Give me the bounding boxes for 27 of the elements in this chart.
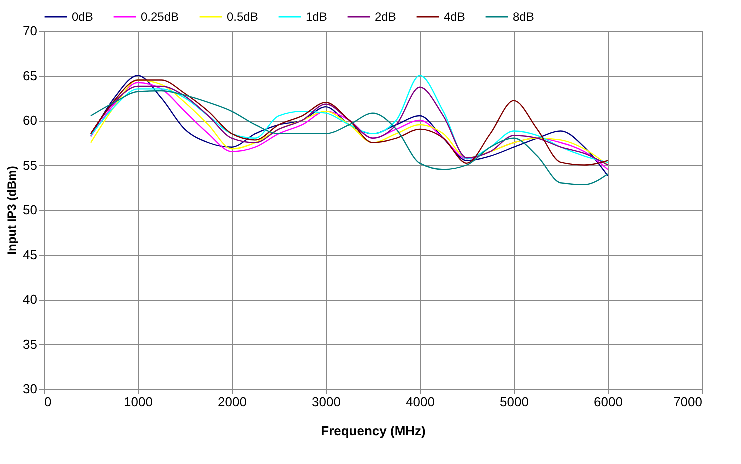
x-tick-label: 2000 bbox=[218, 394, 247, 410]
y-axis-title: Input IP3 (dBm) bbox=[5, 166, 20, 255]
x-tick-label: 6000 bbox=[594, 394, 623, 410]
y-tick-label: 60 bbox=[23, 113, 38, 128]
x-tick-label: 3000 bbox=[312, 394, 341, 410]
x-tick-label: 4000 bbox=[406, 394, 435, 410]
legend-label: 0dB bbox=[72, 10, 94, 24]
y-tick-label: 45 bbox=[23, 247, 38, 262]
x-tick-label: 7000 bbox=[674, 394, 702, 410]
legend-label: 4dB bbox=[444, 10, 466, 24]
x-tick-label: 1000 bbox=[124, 394, 153, 410]
line-series bbox=[90, 90, 609, 186]
legend-label: 0.25dB bbox=[141, 10, 180, 24]
x-axis-title: Frequency (MHz) bbox=[321, 424, 426, 438]
legend-label: 2dB bbox=[375, 10, 396, 24]
y-tick-label: 50 bbox=[23, 202, 38, 218]
y-tick-label: 70 bbox=[23, 24, 38, 38]
y-tick-label: 40 bbox=[23, 292, 38, 307]
x-tick-label: 5000 bbox=[500, 394, 529, 410]
y-tick-label: 65 bbox=[23, 68, 38, 84]
legend-label: 1dB bbox=[306, 10, 328, 24]
legend-label: 0.5dB bbox=[227, 10, 258, 24]
y-tick-label: 35 bbox=[23, 336, 38, 352]
y-tick-label: 30 bbox=[23, 382, 38, 396]
x-tick-label: 0 bbox=[44, 394, 52, 410]
y-tick-label: 55 bbox=[23, 158, 38, 173]
legend-label: 8dB bbox=[513, 10, 534, 24]
